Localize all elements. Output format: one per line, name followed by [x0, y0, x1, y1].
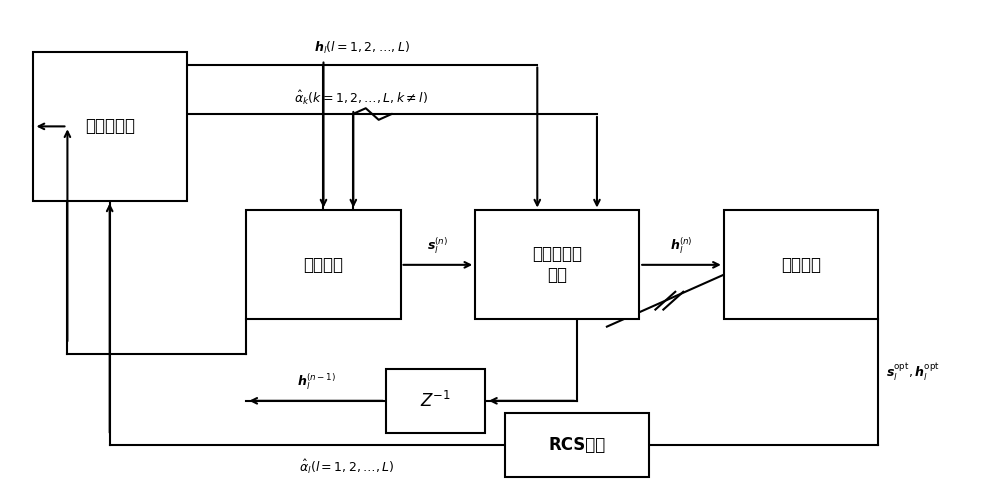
Text: $\boldsymbol{h}_l^{(n)}$: $\boldsymbol{h}_l^{(n)}$	[670, 236, 693, 256]
FancyBboxPatch shape	[33, 52, 187, 201]
Text: 接收滤波器
优化: 接收滤波器 优化	[532, 246, 582, 284]
Text: 波形优化: 波形优化	[303, 256, 343, 274]
FancyBboxPatch shape	[246, 210, 401, 319]
Text: $Z^{-1}$: $Z^{-1}$	[420, 391, 451, 411]
FancyBboxPatch shape	[505, 413, 649, 478]
FancyBboxPatch shape	[724, 210, 878, 319]
Text: $\hat{\alpha}_k(k=1,2,\ldots,L,k\neq l)$: $\hat{\alpha}_k(k=1,2,\ldots,L,k\neq l)$	[294, 88, 428, 106]
Text: $\boldsymbol{h}_l^{(n-1)}$: $\boldsymbol{h}_l^{(n-1)}$	[297, 372, 336, 392]
Text: RCS估计: RCS估计	[548, 436, 606, 454]
Text: $\hat{\alpha}_l(l=1,2,\ldots,L)$: $\hat{\alpha}_l(l=1,2,\ldots,L)$	[299, 458, 395, 476]
Text: $\boldsymbol{h}_l(l=1,2,\ldots,L)$: $\boldsymbol{h}_l(l=1,2,\ldots,L)$	[314, 40, 410, 56]
Text: $\boldsymbol{s}_l^{\rm opt},\boldsymbol{h}_l^{\rm opt}$: $\boldsymbol{s}_l^{\rm opt},\boldsymbol{…	[886, 362, 940, 383]
Text: $\boldsymbol{s}_l^{(n)}$: $\boldsymbol{s}_l^{(n)}$	[427, 236, 448, 256]
Text: 环境信息库: 环境信息库	[85, 118, 135, 136]
Text: 终止条件: 终止条件	[781, 256, 821, 274]
FancyBboxPatch shape	[475, 210, 639, 319]
FancyBboxPatch shape	[386, 368, 485, 433]
